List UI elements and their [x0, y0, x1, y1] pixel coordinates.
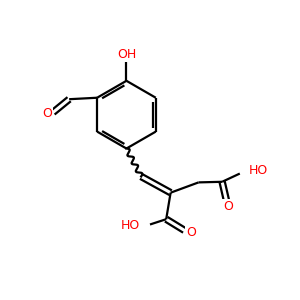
Text: O: O — [42, 107, 52, 120]
Text: O: O — [223, 200, 233, 213]
Text: HO: HO — [120, 220, 140, 232]
Text: OH: OH — [117, 48, 136, 61]
Text: O: O — [186, 226, 196, 239]
Text: HO: HO — [249, 164, 268, 177]
